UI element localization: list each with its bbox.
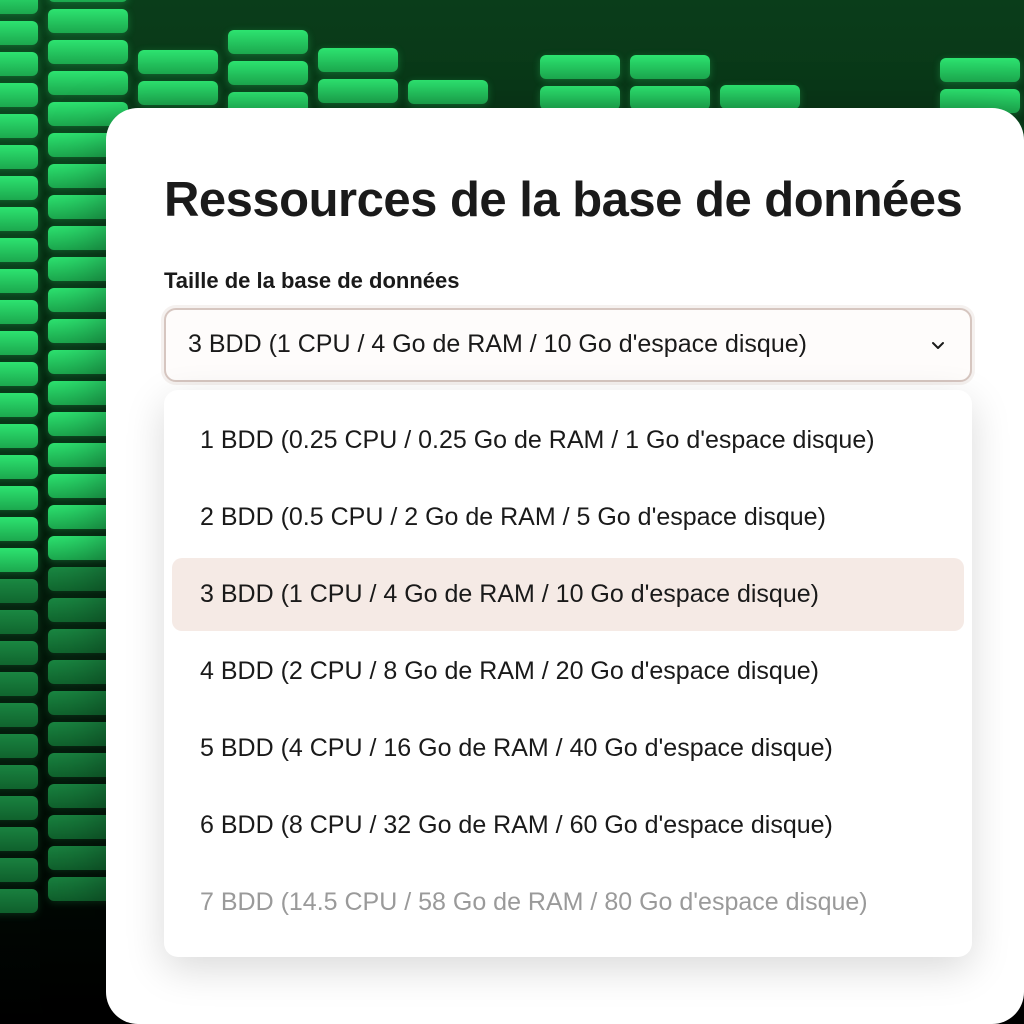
- backdrop-bar: [720, 85, 800, 109]
- backdrop-bar: [540, 86, 620, 110]
- db-size-option[interactable]: 5 BDD (4 CPU / 16 Go de RAM / 40 Go d'es…: [172, 712, 964, 785]
- backdrop-bar: [0, 362, 38, 386]
- backdrop-bar: [0, 114, 38, 138]
- db-size-select[interactable]: 3 BDD (1 CPU / 4 Go de RAM / 10 Go d'esp…: [164, 308, 972, 382]
- backdrop-bar: [48, 9, 128, 33]
- backdrop-bar: [0, 424, 38, 448]
- backdrop-bar: [0, 765, 38, 789]
- db-size-label: Taille de la base de données: [164, 268, 966, 294]
- backdrop-bar: [228, 30, 308, 54]
- backdrop-bar: [48, 0, 128, 2]
- backdrop-bar: [318, 48, 398, 72]
- backdrop-bar: [0, 858, 38, 882]
- db-size-option[interactable]: 4 BDD (2 CPU / 8 Go de RAM / 20 Go d'esp…: [172, 635, 964, 708]
- backdrop-bar: [0, 579, 38, 603]
- backdrop-bar: [0, 207, 38, 231]
- db-size-option[interactable]: 2 BDD (0.5 CPU / 2 Go de RAM / 5 Go d'es…: [172, 481, 964, 554]
- db-size-option[interactable]: 3 BDD (1 CPU / 4 Go de RAM / 10 Go d'esp…: [172, 558, 964, 631]
- backdrop-bar: [0, 0, 38, 14]
- backdrop-bar: [318, 79, 398, 103]
- backdrop-bar: [0, 486, 38, 510]
- backdrop-bar: [0, 672, 38, 696]
- backdrop-bar: [0, 238, 38, 262]
- backdrop-bar: [0, 300, 38, 324]
- backdrop-bar: [228, 61, 308, 85]
- resources-card: Ressources de la base de données Taille …: [106, 108, 1024, 1024]
- backdrop-bar: [0, 889, 38, 913]
- backdrop-bar: [940, 58, 1020, 82]
- backdrop-bar: [138, 81, 218, 105]
- backdrop-bar: [0, 548, 38, 572]
- backdrop-bar: [0, 796, 38, 820]
- backdrop-bar: [0, 734, 38, 758]
- backdrop-bar: [0, 52, 38, 76]
- backdrop-bar: [630, 55, 710, 79]
- backdrop-bar: [0, 517, 38, 541]
- backdrop-bar: [0, 703, 38, 727]
- db-size-option[interactable]: 1 BDD (0.25 CPU / 0.25 Go de RAM / 1 Go …: [172, 404, 964, 477]
- db-size-option[interactable]: 7 BDD (14.5 CPU / 58 Go de RAM / 80 Go d…: [172, 866, 964, 939]
- backdrop-bar: [0, 827, 38, 851]
- backdrop-bar: [0, 269, 38, 293]
- backdrop-bar: [0, 393, 38, 417]
- backdrop-bar: [0, 83, 38, 107]
- chevron-down-icon: [930, 337, 946, 353]
- backdrop-bar: [0, 21, 38, 45]
- backdrop-bar: [0, 176, 38, 200]
- backdrop-bar: [48, 71, 128, 95]
- db-size-option[interactable]: 6 BDD (8 CPU / 32 Go de RAM / 60 Go d'es…: [172, 789, 964, 862]
- backdrop-bar: [0, 641, 38, 665]
- db-size-dropdown: 1 BDD (0.25 CPU / 0.25 Go de RAM / 1 Go …: [164, 390, 972, 957]
- card-title: Ressources de la base de données: [164, 172, 966, 228]
- backdrop-bar: [0, 331, 38, 355]
- backdrop-bar: [0, 145, 38, 169]
- backdrop-bar: [540, 55, 620, 79]
- backdrop-bar: [408, 80, 488, 104]
- backdrop-bar: [0, 455, 38, 479]
- backdrop-bar: [48, 40, 128, 64]
- backdrop-bar: [630, 86, 710, 110]
- backdrop-bar: [0, 610, 38, 634]
- backdrop-bar: [138, 50, 218, 74]
- db-size-selected-value: 3 BDD (1 CPU / 4 Go de RAM / 10 Go d'esp…: [188, 326, 916, 364]
